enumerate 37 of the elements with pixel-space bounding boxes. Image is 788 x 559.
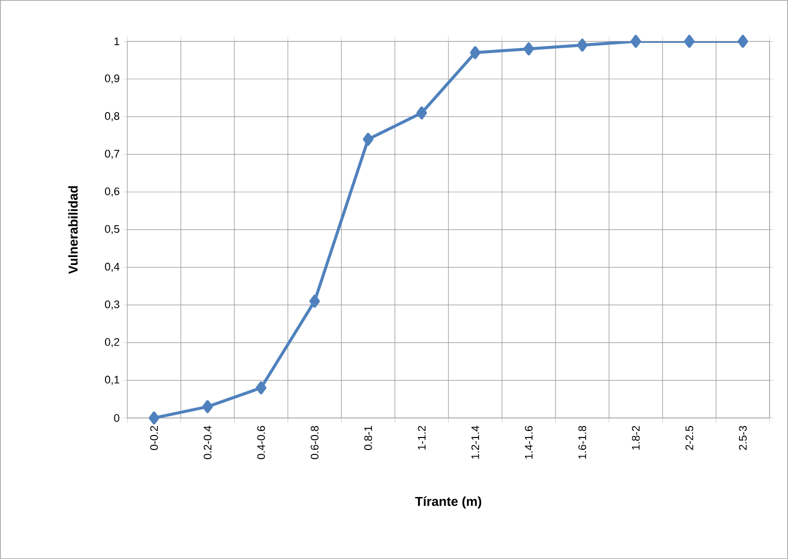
point [148,411,160,424]
y-tick-label: 0,3 [104,300,120,310]
x-axis-title: Tírante (m) [415,496,482,508]
y-tick-label: 0,4 [104,262,120,272]
y-axis-title: Vulnerabilidad [68,186,78,274]
y-tick-label: 0,5 [104,225,120,234]
y-tick-label: 0,9 [104,74,120,84]
x-tick-label: 1.2-1.4 [471,426,480,459]
point [738,34,748,48]
x-tick-label: 1.6-1.8 [578,426,586,459]
y-tick-label: 0,8 [104,112,120,122]
x-tick-label: 0.8-1 [364,426,372,450]
x-tick-label: 2-2.5 [685,426,694,450]
y-tick-label: 0,1 [104,376,120,385]
point [684,34,695,48]
y-tick-label: 1 [114,37,120,46]
point [362,132,374,146]
y-tick-label: 0,6 [104,187,120,196]
point [256,381,266,394]
x-tick-label: 2.5-3 [738,426,747,450]
point [470,46,480,60]
point [202,400,213,414]
point [523,42,534,56]
y-tick-label: 0,2 [104,338,120,348]
y-tick-label: 0,7 [104,150,120,159]
x-tick-label: 0.6-0.8 [310,426,319,460]
x-tick-label: 0.4-0.6 [257,426,265,460]
x-tick-label: 1.4-1.6 [524,426,533,459]
point [577,38,588,52]
x-tick-label: 0-0.2 [150,426,158,450]
x-tick-label: 1-1.2 [418,426,426,450]
point [416,106,427,120]
x-tick-label: 1.8-2 [632,426,640,450]
y-tick-label: 0 [114,414,120,422]
point [309,294,320,308]
point [630,34,642,48]
x-tick-label: 0.2-0.4 [204,426,212,460]
